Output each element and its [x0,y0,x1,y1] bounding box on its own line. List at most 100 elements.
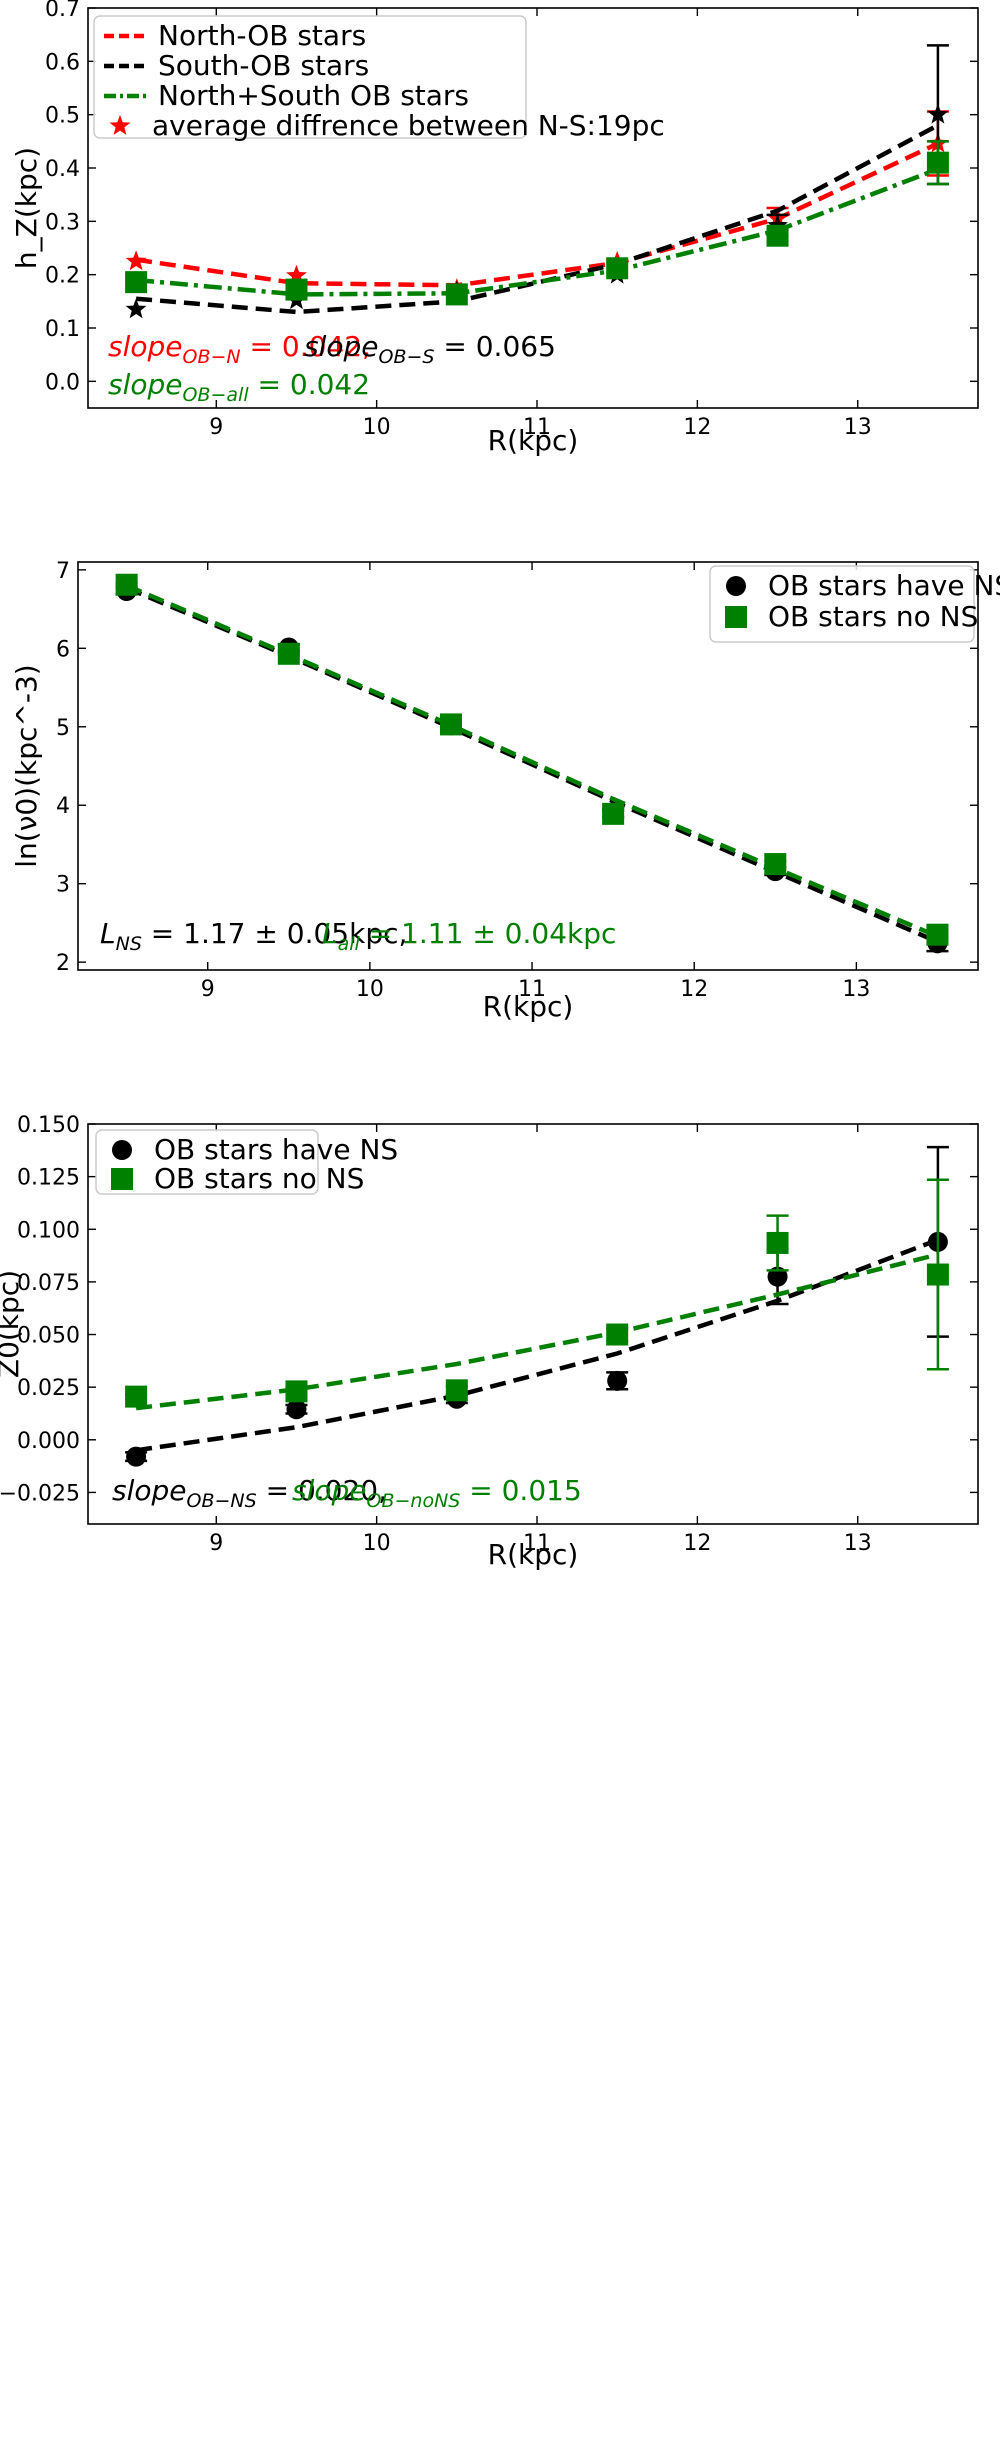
annotation-value: = 0.020, [257,1474,387,1507]
legend-box [95,1129,319,1195]
annotation-main: L [322,917,338,950]
annotation-main: slope [108,368,183,401]
data-point [766,1231,789,1254]
legend-label: OB stars have NS [768,569,1000,602]
legend-entry-4: average diffrence between N-S:19pc [109,109,665,142]
data-point [927,103,949,124]
plot-frame [77,561,979,971]
series-line [135,1237,939,1453]
legend-label: average diffrence between N-S:19pc [152,109,665,142]
series-line [135,1252,939,1411]
y-tick-label: 3 [56,873,70,898]
x-tick-label: 11 [523,1531,551,1556]
y-tick-label: 0.7 [45,0,80,22]
legend-entry-1: OB stars have NS [112,1133,398,1166]
annotation-3: slopeOB−all = 0.042 [108,368,370,406]
annotation-subscript: all [338,933,361,955]
data-point [606,1323,629,1346]
annotation-value: = 0.015 [460,1474,581,1507]
data-point [606,257,629,280]
x-tick-label: 12 [683,1531,711,1556]
data-point [439,713,462,736]
legend-marker [726,576,746,596]
chart-panel-2: 9 10 11 12 13 2 3 4 5 6 7 R(kpc) ln(ν0)(kpc^-3) OB st… [10,559,1000,1023]
annotation-subscript: OB−S [379,346,435,368]
y-axis-label: Z0(kpc) [0,1270,25,1378]
data-point [764,853,787,876]
series-2 [125,1178,949,1411]
annotation-subscript: OB−all [183,384,250,406]
annotation-value: = 1.17 ± 0.05kpc, [142,917,408,950]
data-point [126,1446,147,1467]
plot-frame [87,7,979,409]
series-line [135,123,939,315]
x-tick-label: 12 [680,977,708,1002]
y-axis-label: ln(ν0)(kpc^-3) [10,664,43,867]
x-axis-label: R(kpc) [488,424,579,457]
legend-label: North+South OB stars [158,79,469,112]
x-tick-label: 11 [518,977,546,1002]
data-point [125,298,147,319]
y-tick-label: 0.3 [45,210,80,235]
y-tick-label: 0.125 [17,1166,80,1191]
annotation-main: slope [108,330,183,363]
data-point [285,278,308,301]
x-tick-label: 11 [523,415,551,440]
y-tick-label: 0.025 [17,1376,80,1401]
y-tick-label: 7 [56,559,70,584]
legend-entry-2: South-OB stars [104,49,369,82]
series-1 [125,1145,949,1467]
legend-label: North-OB stars [158,19,366,52]
annotation-1: LNS = 1.17 ± 0.05kpc, [100,917,407,955]
legend-label: South-OB stars [158,49,369,82]
legend-box [709,565,975,643]
x-tick-label: 10 [363,1531,391,1556]
plot-frame [87,1123,979,1525]
legend-box [93,15,527,139]
data-point [766,224,789,247]
y-tick-label: 0.2 [45,264,80,289]
annotation-2: slopeOB−noNS = 0.015 [292,1474,582,1512]
y-tick-label: 0.075 [17,1271,80,1296]
data-point [286,264,307,285]
legend-marker [112,1140,132,1160]
annotation-value: = 1.11 ± 0.04kpc [360,917,617,950]
legend-label: OB stars no NS [154,1162,364,1195]
y-tick-label: 0.4 [45,157,80,182]
series-line [125,583,939,939]
data-point [926,1263,949,1286]
annotation-main: slope [304,330,379,363]
legend-entry-2: OB stars no NS [725,600,978,633]
y-tick-label: 0.100 [17,1218,80,1243]
y-tick-label: 2 [56,951,70,976]
legend-entry-1: OB stars have NS [726,569,1000,602]
data-point [125,250,147,271]
annotation-2: Lall = 1.11 ± 0.04kpc [322,917,616,955]
legend-marker [111,1168,133,1190]
y-axis-label: h_Z(kpc) [10,147,43,269]
annotation-2: slopeOB−S = 0.065 [304,330,556,368]
y-tick-label: −0.025 [0,1481,80,1506]
legend-entry-3: North+South OB stars [104,79,469,112]
x-tick-label: 13 [844,415,872,440]
data-point [602,802,625,825]
annotation-1: slopeOB−N = 0.042, [108,330,371,368]
y-tick-label: 0.050 [17,1324,80,1349]
y-tick-label: 0.6 [45,50,80,75]
x-tick-label: 9 [201,977,215,1002]
annotation-value: = 0.065 [434,330,555,363]
legend-marker [109,115,131,135]
annotation-main: L [100,917,116,950]
chart-panel-3: 9 10 11 12 13 0.150 0.125 0.100 0.075 0.050 0.025 0… [0,1113,979,1571]
data-point [767,1266,788,1287]
data-point [607,1370,628,1391]
data-point [277,642,300,665]
data-point [445,1379,468,1402]
legend-entry-2: OB stars no NS [111,1162,364,1195]
y-tick-label: 0.0 [45,370,80,395]
legend-marker [725,606,747,628]
data-point [445,283,468,306]
